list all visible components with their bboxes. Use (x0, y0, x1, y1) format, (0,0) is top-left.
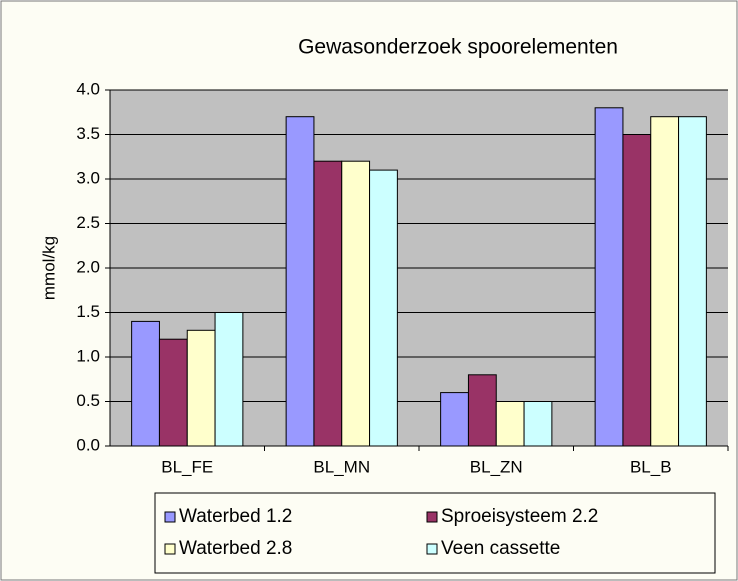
y-tick-label: 1.0 (76, 346, 100, 365)
y-tick-label: 1.5 (76, 302, 100, 321)
legend (154, 492, 716, 574)
bar (285, 116, 315, 447)
bar (186, 329, 216, 447)
legend-swatch (164, 511, 176, 523)
bar (131, 320, 160, 447)
legend-label: Sproeisysteem 2.2 (441, 506, 598, 527)
bar (214, 312, 244, 447)
y-tick-label: 2.5 (76, 213, 100, 232)
bar (622, 134, 652, 447)
legend-label: Veen cassette (441, 538, 560, 559)
bar (440, 392, 469, 447)
y-axis-label: mmol/kg (39, 236, 58, 300)
x-tick-label: BL_B (630, 457, 672, 476)
legend-label: Waterbed 2.8 (179, 538, 292, 559)
legend-label: Waterbed 1.2 (179, 506, 292, 527)
bar (594, 107, 624, 447)
y-tick-label: 3.0 (76, 168, 100, 187)
chart-title: Gewasonderzoek spoorelementen (298, 36, 618, 59)
legend-swatch (426, 543, 438, 555)
y-tick-label: 0.5 (76, 391, 100, 410)
x-tick-label: BL_MN (313, 457, 370, 476)
y-tick-label: 2.0 (76, 257, 100, 276)
bar (650, 116, 680, 447)
bar (369, 169, 398, 447)
x-tick-label: BL_FE (161, 457, 213, 476)
y-tick-label: 4.0 (76, 79, 100, 98)
bar (678, 116, 707, 447)
bar (467, 374, 497, 447)
y-tick-label: 0.0 (76, 435, 100, 454)
bar (341, 160, 371, 447)
bar (523, 401, 553, 447)
bar (313, 160, 343, 447)
legend-swatch (164, 543, 176, 555)
bar (158, 338, 188, 447)
x-tick-label: BL_ZN (470, 457, 523, 476)
y-tick-label: 3.5 (76, 124, 100, 143)
legend-swatch (426, 511, 438, 523)
bar (495, 401, 525, 447)
